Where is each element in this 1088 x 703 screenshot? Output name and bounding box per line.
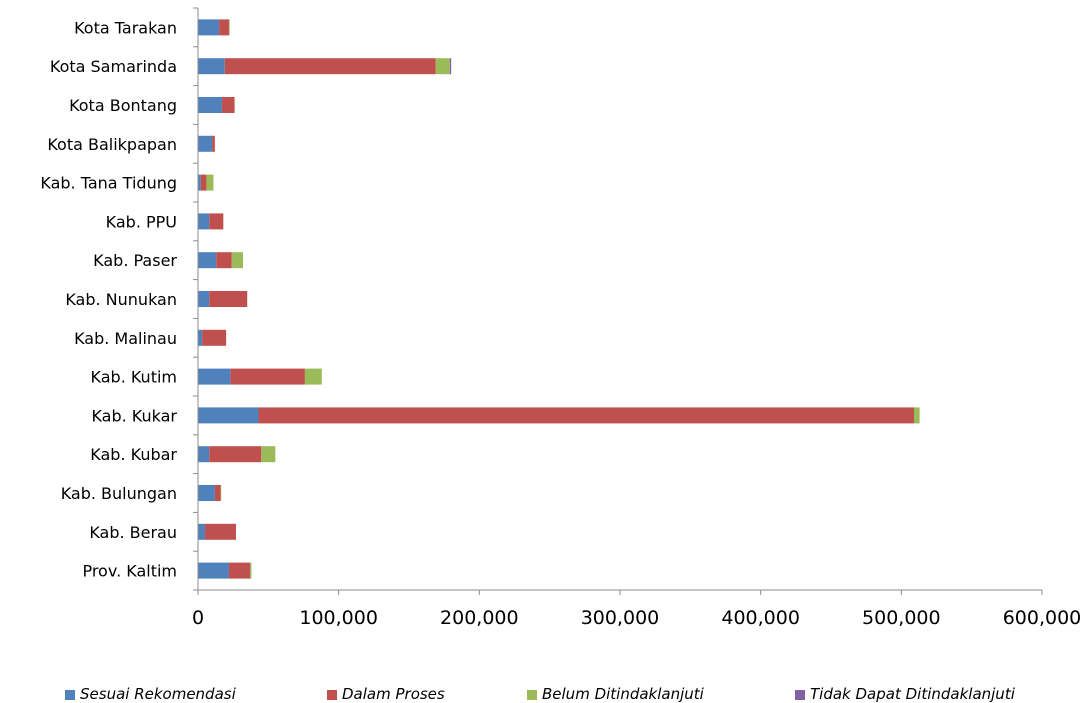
bar-segment (198, 97, 222, 113)
bar-segment (250, 562, 252, 579)
bar-segment (231, 252, 244, 269)
bar-segment (220, 485, 222, 501)
bar-segment (198, 523, 206, 540)
x-tick-label: 500,000 (862, 607, 941, 629)
bar-segment (206, 174, 214, 191)
legend-swatch (527, 690, 537, 700)
bar-segment (212, 135, 215, 152)
category-label: Kab. PPU (106, 212, 177, 231)
bar-segment (221, 97, 235, 113)
category-label: Kab. Tana Tidung (40, 174, 177, 193)
category-label: Kab. Kubar (90, 445, 177, 464)
category-label: Prov. Kaltim (82, 562, 177, 581)
x-tick-label: 300,000 (581, 607, 660, 629)
bar-segment (198, 485, 215, 501)
category-label: Kab. Malinau (74, 329, 177, 348)
category-label: Kab. Kukar (91, 406, 177, 425)
legend-label: Sesuai Rekomendasi (80, 685, 236, 703)
bar-segment (198, 368, 231, 385)
bar-segment (198, 252, 217, 269)
category-label: Kota Tarakan (74, 18, 177, 37)
category-label: Kab. Kutim (91, 368, 177, 387)
legend-swatch (795, 690, 805, 700)
axes-layer (193, 7, 1043, 595)
bar-segment (198, 19, 220, 36)
x-tick-label: 600,000 (1003, 607, 1082, 629)
category-label: Kota Bontang (69, 96, 177, 115)
bar-segment (198, 58, 225, 75)
bar-segment (216, 252, 232, 269)
bar-segment (230, 368, 305, 385)
legend-label: Dalam Proses (342, 685, 445, 703)
category-label: Kota Samarinda (50, 57, 177, 76)
legend-label: Tidak Dapat Ditindaklanjuti (810, 685, 1015, 703)
legend-item: Sesuai Rekomendasi (65, 685, 236, 703)
bars-layer (198, 19, 920, 579)
category-label: Kab. Bulungan (61, 484, 177, 503)
category-label: Kab. Nunukan (65, 290, 177, 309)
bar-segment (198, 213, 210, 230)
bar-segment (435, 58, 450, 75)
category-label: Kab. Berau (89, 523, 177, 542)
bar-segment (198, 562, 229, 579)
bar-segment (198, 135, 213, 152)
bar-segment (258, 407, 914, 424)
bar-segment (205, 523, 236, 540)
bar-segment (209, 213, 224, 230)
bar-segment (219, 19, 229, 36)
bar-segment (198, 446, 210, 463)
legend-label: Belum Ditindaklanjuti (542, 685, 704, 703)
legend-item: Belum Ditindaklanjuti (527, 685, 704, 703)
labels-layer: Kota Tarakan Kota Samarinda Kota Bontang Ko… (40, 18, 1081, 629)
x-tick-label: 200,000 (440, 607, 519, 629)
bar-segment (224, 58, 436, 75)
bar-segment (209, 446, 262, 463)
chart-legend: Sesuai Rekomendasi Dalam Proses Belum Diti… (0, 685, 1088, 703)
bar-segment (209, 291, 248, 307)
legend-item: Tidak Dapat Ditindaklanjuti (795, 685, 1015, 703)
category-label: Kab. Paser (93, 251, 177, 270)
legend-swatch (65, 690, 75, 700)
bar-segment (449, 58, 452, 75)
bar-segment (913, 407, 920, 424)
bar-segment (198, 174, 201, 191)
bar-segment (304, 368, 322, 385)
bar-segment (214, 485, 221, 501)
bar-segment (198, 329, 203, 346)
category-label: Kota Balikpapan (47, 135, 177, 154)
bar-segment (198, 407, 259, 424)
x-tick-label: 0 (192, 607, 204, 629)
bar-segment (261, 446, 276, 463)
bar-segment (198, 291, 210, 307)
stacked-bar-chart: Kota Tarakan Kota Samarinda Kota Bontang Ko… (40, 7, 1081, 629)
bar-segment (228, 19, 230, 36)
x-tick-label: 400,000 (721, 607, 800, 629)
bar-segment (200, 174, 207, 191)
legend-item: Dalam Proses (327, 685, 445, 703)
legend-swatch (327, 690, 337, 700)
x-tick-label: 100,000 (299, 607, 378, 629)
bar-segment (202, 329, 227, 346)
bar-segment (228, 562, 251, 579)
